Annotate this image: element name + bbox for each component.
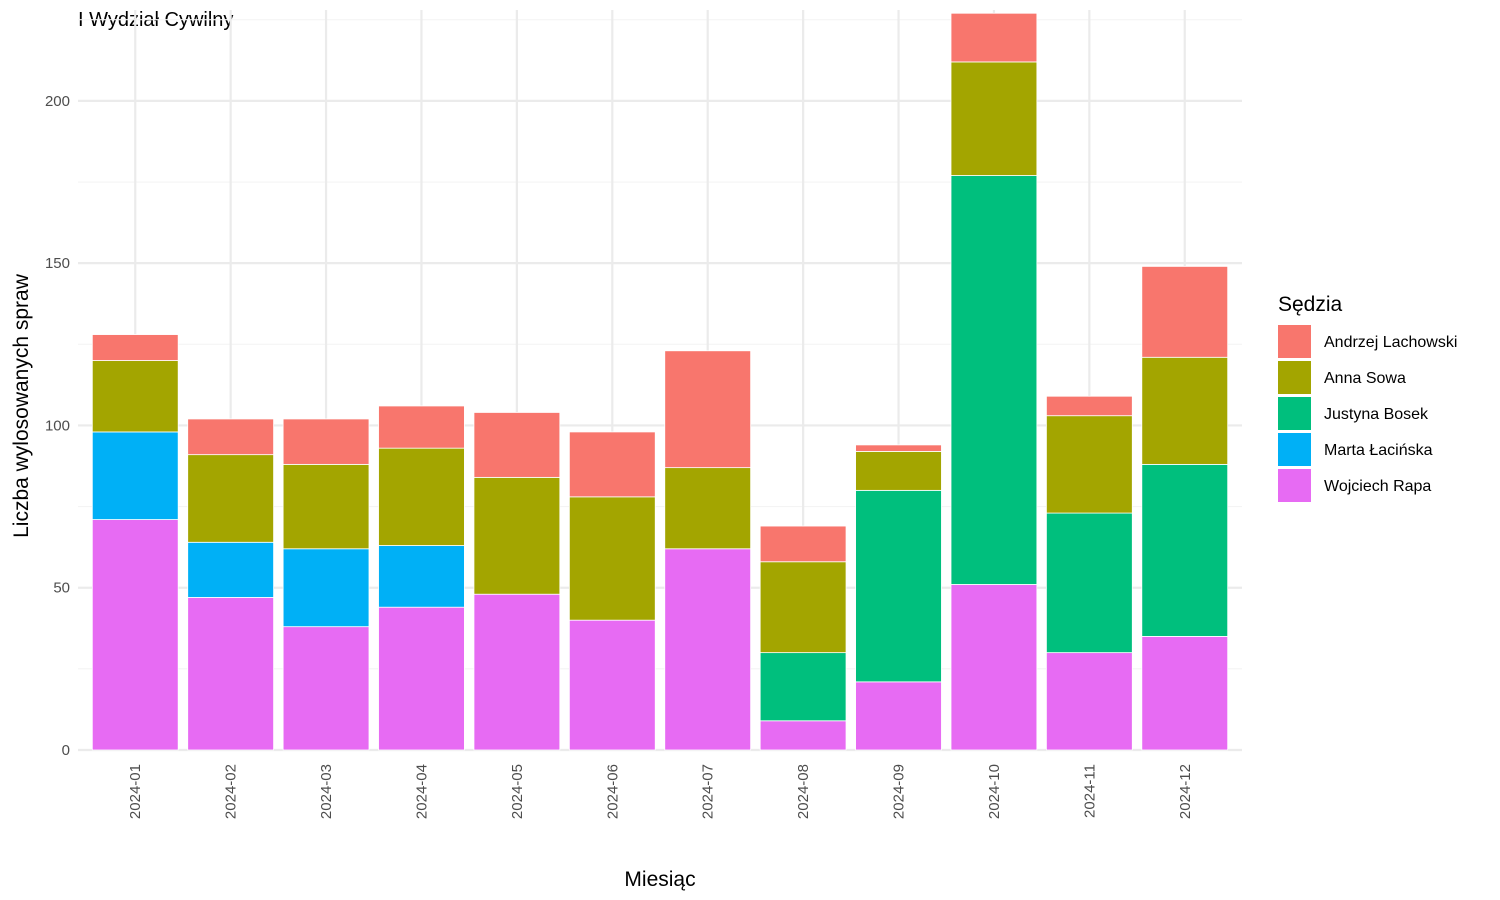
bar-segment	[759, 561, 847, 654]
bar-segment	[1046, 415, 1133, 514]
bar-segment	[473, 593, 561, 751]
legend-label: Justyna Bosek	[1324, 406, 1429, 423]
bar-segment	[664, 467, 752, 550]
bar-segment	[759, 652, 847, 722]
bar-segment	[282, 626, 370, 751]
bar-segment	[759, 525, 847, 563]
bar-segment	[91, 360, 179, 433]
bar-segment	[568, 619, 656, 751]
x-tick-label: 2024-07	[700, 764, 717, 819]
bar-segment	[950, 584, 1038, 751]
bar-segment	[1046, 652, 1133, 751]
bar-segment	[91, 431, 179, 520]
bar-segment	[664, 350, 752, 469]
bar-segment	[282, 418, 370, 465]
bar-segment	[187, 541, 274, 598]
x-tick-label: 2024-02	[223, 764, 240, 819]
x-tick-label: 2024-05	[509, 764, 526, 819]
bar-segment	[855, 489, 942, 683]
bar-segment	[1141, 463, 1229, 637]
y-tick-label: 0	[62, 742, 70, 759]
bar-segment	[759, 720, 847, 751]
bar-segment	[855, 451, 942, 491]
bar-segment	[91, 519, 179, 751]
y-tick-label: 100	[45, 417, 70, 434]
bar-segment	[473, 412, 561, 478]
bar-segment	[282, 548, 370, 628]
bar-segment	[950, 12, 1038, 63]
bar-segment	[1141, 636, 1229, 751]
bar-segment	[855, 681, 942, 751]
legend-swatch	[1278, 433, 1311, 466]
x-tick-label: 2024-11	[1081, 764, 1098, 818]
bar-segment	[1046, 395, 1133, 417]
bars	[91, 12, 1229, 751]
y-axis-title: Liczba wylosowanych spraw	[10, 273, 33, 538]
x-tick-label: 2024-09	[891, 764, 908, 819]
x-tick-label: 2024-03	[318, 764, 335, 819]
legend: Sędzia Andrzej Lachowski Anna Sowa Justyna…	[1278, 293, 1457, 502]
legend-swatch	[1278, 397, 1311, 430]
y-tick-label: 50	[53, 580, 70, 597]
bar-segment	[1046, 512, 1133, 654]
x-tick-label: 2024-06	[604, 764, 621, 819]
bar-segment	[378, 606, 465, 751]
bar-segment	[378, 405, 465, 449]
bar-segment	[568, 431, 656, 498]
legend-label: Andrzej Lachowski	[1324, 334, 1457, 351]
y-axis-ticks: 0 50 100 150 200	[45, 93, 70, 759]
bar-segment	[378, 545, 465, 608]
bar-segment	[950, 61, 1038, 176]
y-tick-label: 150	[45, 255, 70, 272]
x-axis-title: Miesiąc	[624, 868, 695, 891]
legend-swatch	[1278, 361, 1311, 394]
bar-segment	[187, 597, 274, 751]
x-axis-ticks: 2024-01 2024-02 2024-03 2024-04 2024-05 2024-…	[127, 764, 1194, 819]
x-tick-label: 2024-08	[795, 764, 812, 819]
bar-segment	[568, 496, 656, 621]
bar-segment	[187, 454, 274, 543]
bar-segment	[1141, 356, 1229, 465]
bar-segment	[855, 444, 942, 452]
y-tick-label: 200	[45, 93, 70, 110]
bar-segment	[91, 334, 179, 361]
legend-swatch	[1278, 469, 1311, 502]
bar-segment	[664, 548, 752, 751]
bar-segment	[378, 447, 465, 546]
legend-swatch	[1278, 325, 1311, 358]
x-tick-label: 2024-01	[127, 764, 144, 819]
bar-segment	[473, 476, 561, 595]
legend-label: Marta Łacińska	[1324, 442, 1433, 459]
legend-title: Sędzia	[1278, 293, 1343, 316]
bar-segment	[1141, 266, 1229, 358]
legend-label: Wojciech Rapa	[1324, 478, 1431, 495]
legend-label: Anna Sowa	[1324, 370, 1406, 387]
x-tick-label: 2024-04	[413, 764, 430, 819]
bar-segment	[950, 175, 1038, 585]
bar-segment	[282, 463, 370, 550]
bar-segment	[187, 418, 274, 456]
x-tick-label: 2024-12	[1177, 764, 1194, 819]
x-tick-label: 2024-10	[986, 764, 1003, 819]
